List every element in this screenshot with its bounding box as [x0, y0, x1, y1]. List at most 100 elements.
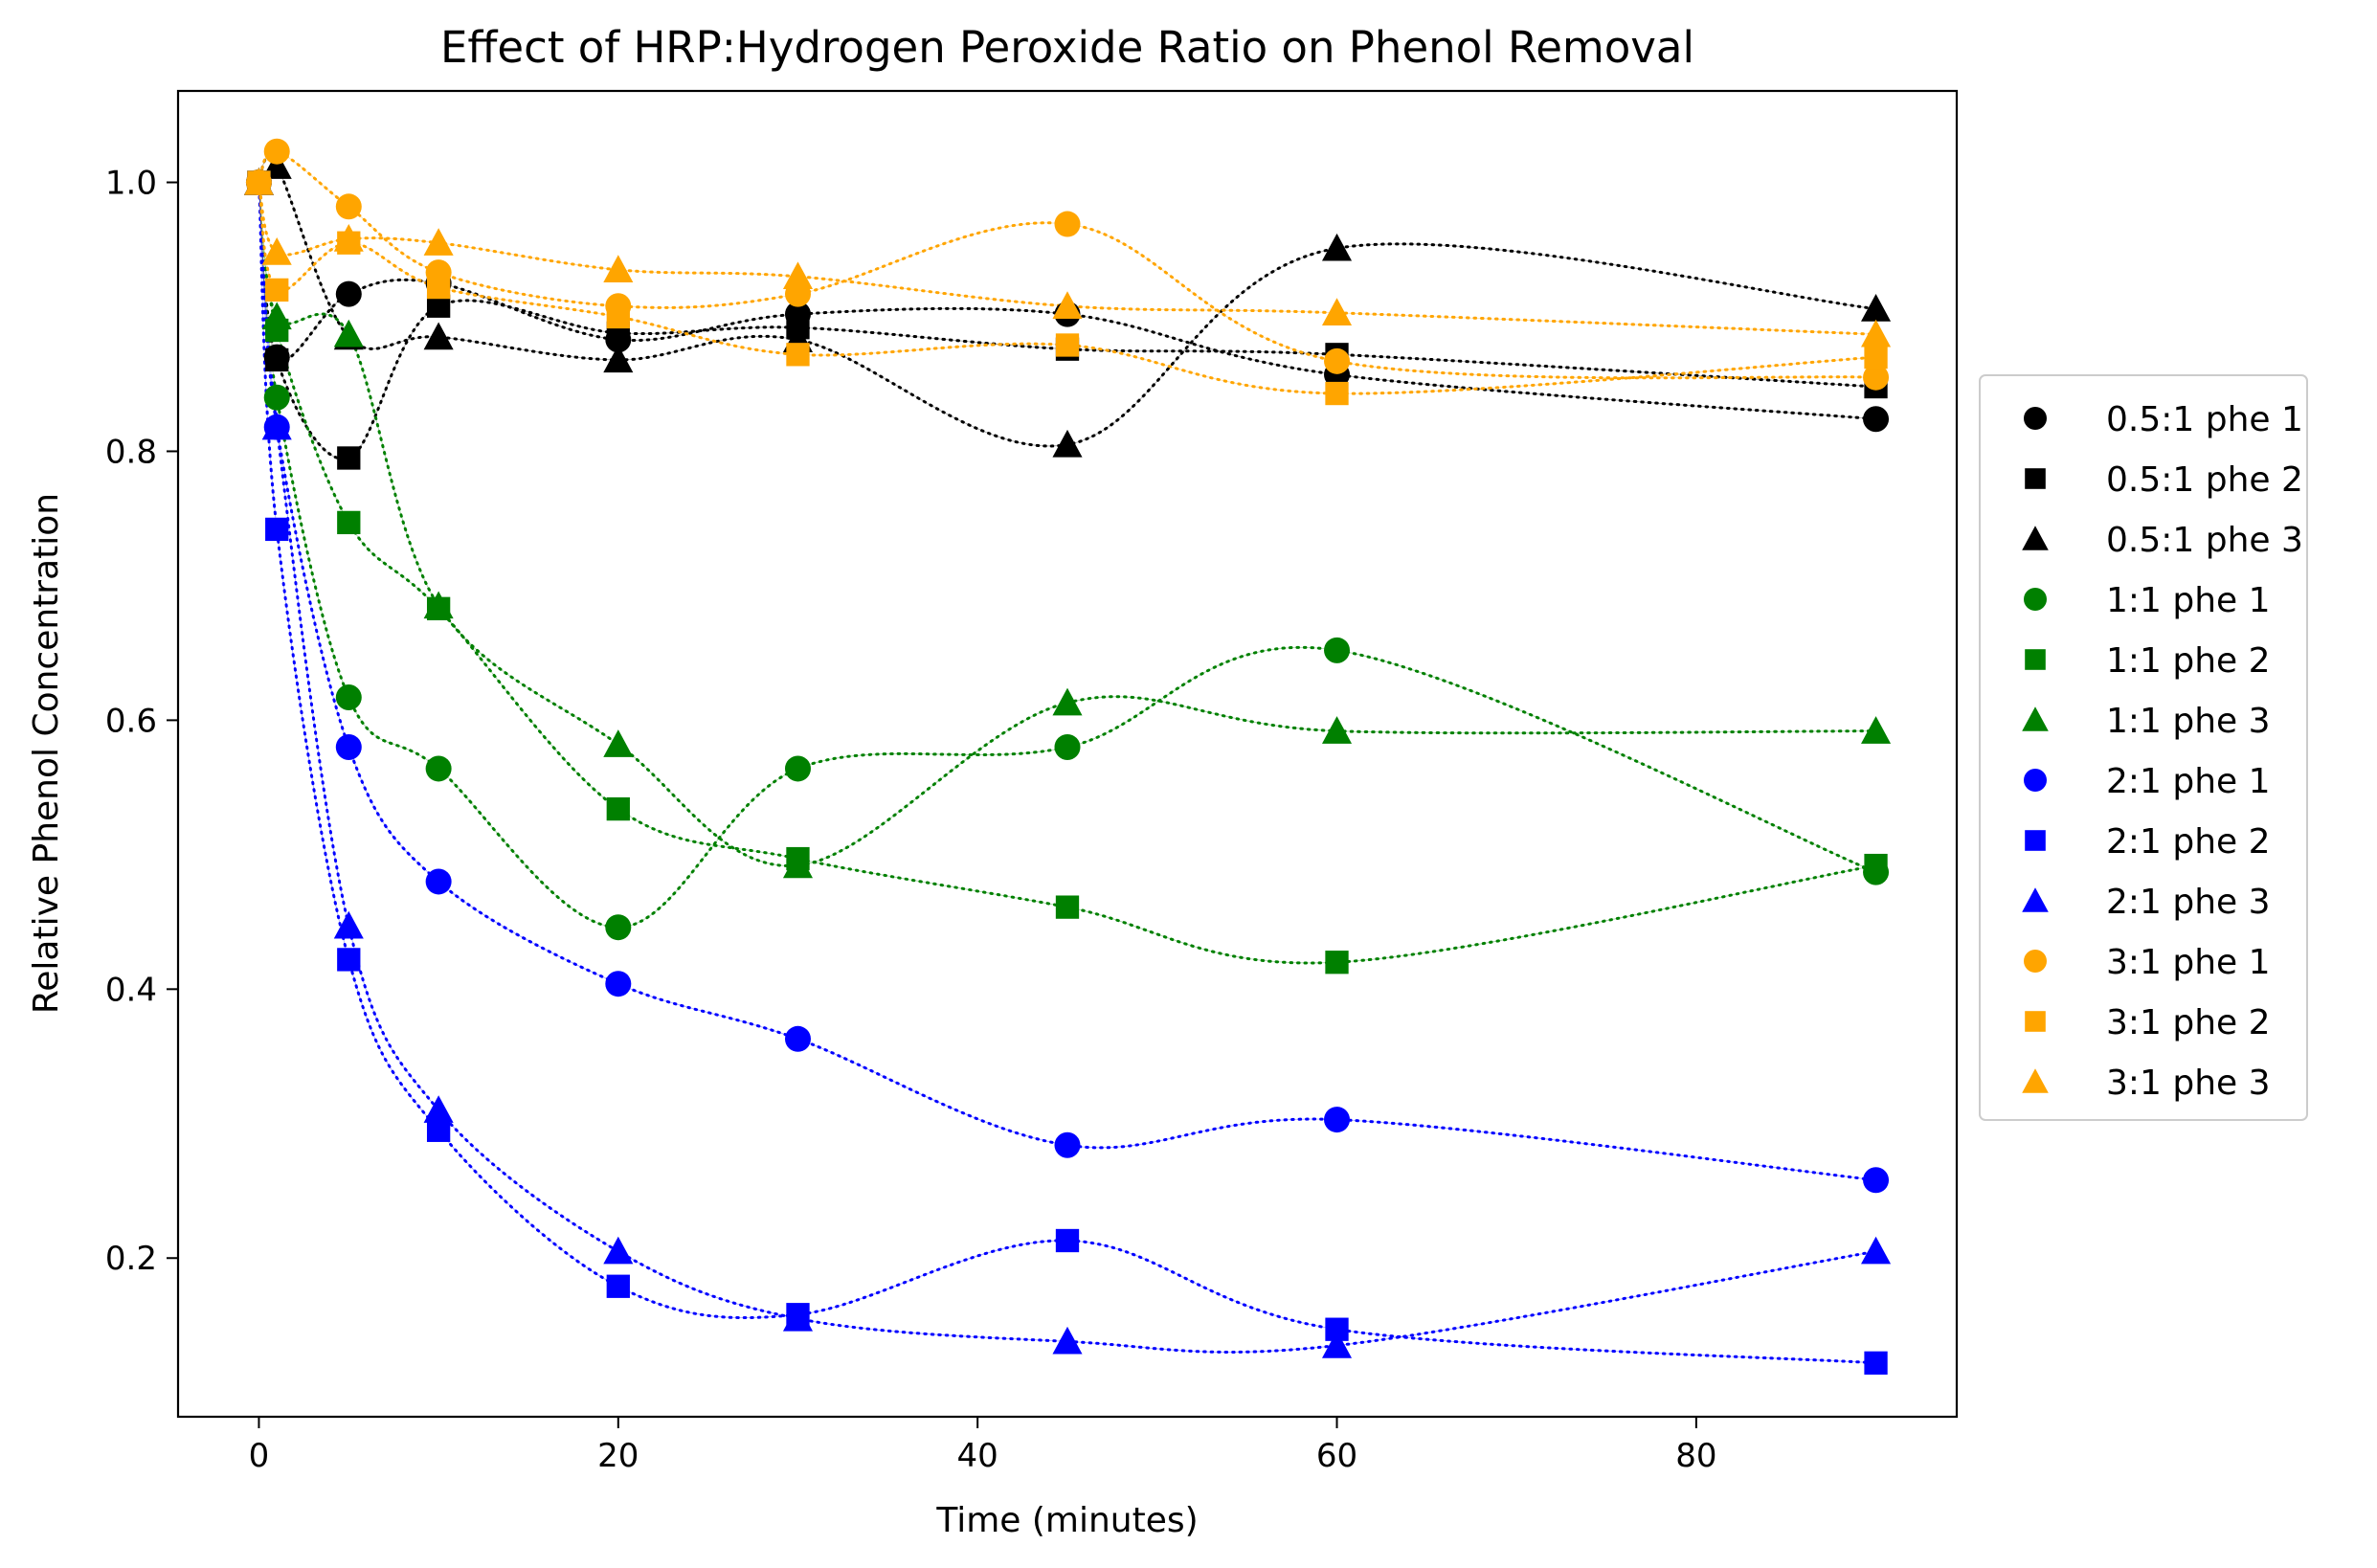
- data-point-3-1-phe-2-3: [426, 275, 451, 300]
- legend-label: 2:1 phe 3: [2106, 883, 2271, 922]
- data-point-1-1-phe-1-6: [1054, 733, 1081, 760]
- data-point-0-5-1-phe-3-3: [423, 322, 454, 350]
- legend-marker-1-1-phe-2: [2025, 649, 2046, 670]
- data-point-2-1-phe-1-7: [1324, 1107, 1351, 1133]
- legend-marker-3-1-phe-2: [2025, 1011, 2046, 1032]
- data-point-3-1-phe-1-2: [335, 193, 362, 220]
- x-axis: 0 20 40 60 80: [249, 1417, 1717, 1475]
- series-line-3-1-phe-2: [257, 181, 1878, 395]
- data-point-3-1-phe-1-6: [1054, 211, 1081, 237]
- y-tick-label: 0.6: [105, 702, 157, 740]
- x-tick-label: 20: [597, 1437, 639, 1475]
- x-tick-label: 40: [957, 1437, 998, 1475]
- legend-label: 3:1 phe 2: [2106, 1003, 2271, 1042]
- series-line-0-5-1-phe-1: [257, 181, 1878, 421]
- legend-marker-1-1-phe-1: [2024, 588, 2047, 611]
- data-point-1-1-phe-3-6: [1052, 687, 1083, 716]
- x-tick-label: 0: [249, 1437, 270, 1475]
- data-point-1-1-phe-1-7: [1324, 637, 1351, 663]
- y-tick-label: 1.0: [105, 165, 157, 203]
- legend-frame: [1979, 374, 2308, 1121]
- data-point-1-1-phe-3-3: [423, 591, 454, 619]
- legend-marker-2-1-phe-2: [2025, 830, 2046, 851]
- y-tick-label: 0.2: [105, 1240, 157, 1278]
- data-point-1-1-phe-2-8: [1864, 853, 1888, 878]
- data-point-3-1-phe-3-3: [423, 228, 454, 256]
- data-point-3-1-phe-3-2: [333, 223, 364, 252]
- data-point-3-1-phe-1-1: [263, 138, 290, 165]
- y-tick-label: 0.8: [105, 433, 157, 471]
- data-point-3-1-phe-2-4: [606, 304, 630, 329]
- data-point-1-1-phe-2-2: [337, 510, 361, 535]
- series-line-0-5-1-phe-2: [257, 181, 1878, 460]
- legend-label: 0.5:1 phe 3: [2106, 521, 2303, 560]
- data-point-1-1-phe-2-4: [606, 796, 630, 821]
- data-point-0-5-1-phe-2-2: [337, 446, 361, 470]
- legend-marker-0-5-1-phe-2: [2025, 468, 2046, 489]
- data-point-2-1-phe-3-4: [603, 1236, 634, 1265]
- legend-label: 1:1 phe 2: [2106, 641, 2271, 681]
- legend-label: 2:1 phe 2: [2106, 822, 2271, 862]
- data-point-3-1-phe-3-4: [603, 255, 634, 283]
- data-point-1-1-phe-3-8: [1861, 716, 1892, 744]
- legend-marker-3-1-phe-3: [2022, 1068, 2049, 1093]
- data-point-3-1-phe-2-1: [265, 278, 289, 302]
- data-point-1-1-phe-1-5: [784, 755, 811, 782]
- data-point-2-1-phe-2-2: [337, 948, 361, 972]
- series-thin-line-0-5-1-phe-3: [258, 157, 1876, 447]
- y-axis: 0.2 0.4 0.6 0.8 1.0: [105, 165, 178, 1278]
- data-point-0-5-1-phe-2-1: [265, 347, 289, 372]
- y-tick-label: 0.4: [105, 971, 157, 1009]
- legend-marker-2-1-phe-1: [2024, 769, 2047, 792]
- data-point-0-5-1-phe-3-7: [1321, 233, 1353, 261]
- x-axis-label: Time (minutes): [935, 1501, 1198, 1540]
- data-point-1-1-phe-2-6: [1055, 895, 1080, 919]
- data-point-2-1-phe-3-5: [782, 1303, 814, 1332]
- x-tick-label: 80: [1675, 1437, 1716, 1475]
- data-point-2-1-phe-1-8: [1863, 1167, 1890, 1194]
- data-point-2-1-phe-1-3: [425, 868, 452, 895]
- data-point-3-1-phe-3-8: [1861, 319, 1892, 347]
- chart-title: Effect of HRP:Hydrogen Peroxide Ratio on…: [440, 22, 1694, 73]
- data-point-2-1-phe-2-4: [606, 1274, 630, 1298]
- data-point-0-5-1-phe-1-8: [1863, 406, 1890, 433]
- data-point-2-1-phe-1-4: [605, 971, 632, 997]
- data-point-2-1-phe-3-3: [423, 1095, 454, 1123]
- legend-label: 3:1 phe 1: [2106, 943, 2271, 982]
- data-point-3-1-phe-3-7: [1321, 298, 1353, 325]
- data-point-2-1-phe-2-1: [265, 517, 289, 542]
- data-point-0-5-1-phe-3-4: [603, 345, 634, 373]
- data-point-2-1-phe-3-6: [1052, 1326, 1083, 1355]
- data-point-2-1-phe-3-8: [1861, 1236, 1892, 1265]
- data-point-2-1-phe-1-6: [1054, 1131, 1081, 1158]
- legend-label: 2:1 phe 1: [2106, 762, 2271, 801]
- data-point-3-1-phe-3-5: [782, 261, 814, 290]
- data-point-1-1-phe-3-2: [333, 319, 364, 347]
- data-point-2-1-phe-3-2: [333, 910, 364, 939]
- legend-marker-2-1-phe-3: [2022, 887, 2049, 912]
- legend-label: 1:1 phe 3: [2106, 702, 2271, 741]
- legend-label: 3:1 phe 3: [2106, 1064, 2271, 1103]
- legend-marker-0-5-1-phe-1: [2024, 407, 2047, 430]
- data-point-1-1-phe-1-4: [605, 914, 632, 941]
- data-point-1-1-phe-1-3: [425, 755, 452, 782]
- data-point-3-1-phe-2-6: [1055, 333, 1080, 357]
- series-thin-line-3-1-phe-2: [258, 182, 1876, 394]
- data-point-2-1-phe-2-8: [1864, 1351, 1888, 1375]
- data-point-2-1-phe-1-5: [784, 1025, 811, 1052]
- x-tick-label: 60: [1316, 1437, 1357, 1475]
- data-point-0-5-1-phe-3-6: [1052, 429, 1083, 458]
- data-point-1-1-phe-1-1: [263, 384, 290, 411]
- data-point-1-1-phe-3-1: [261, 302, 292, 330]
- legend-label: 0.5:1 phe 2: [2106, 460, 2303, 500]
- data-point-2-1-phe-3-1: [261, 412, 292, 440]
- data-point-1-1-phe-3-4: [603, 729, 634, 757]
- data-point-1-1-phe-1-2: [335, 684, 362, 711]
- legend-marker-3-1-phe-1: [2024, 950, 2047, 973]
- data-point-2-1-phe-2-6: [1055, 1228, 1080, 1253]
- series-thin-line-0-5-1-phe-1: [258, 182, 1876, 420]
- data-point-3-1-phe-2-7: [1325, 381, 1349, 406]
- series-line-3-1-phe-3: [257, 181, 1878, 336]
- data-point-3-1-phe-2-8: [1864, 345, 1888, 370]
